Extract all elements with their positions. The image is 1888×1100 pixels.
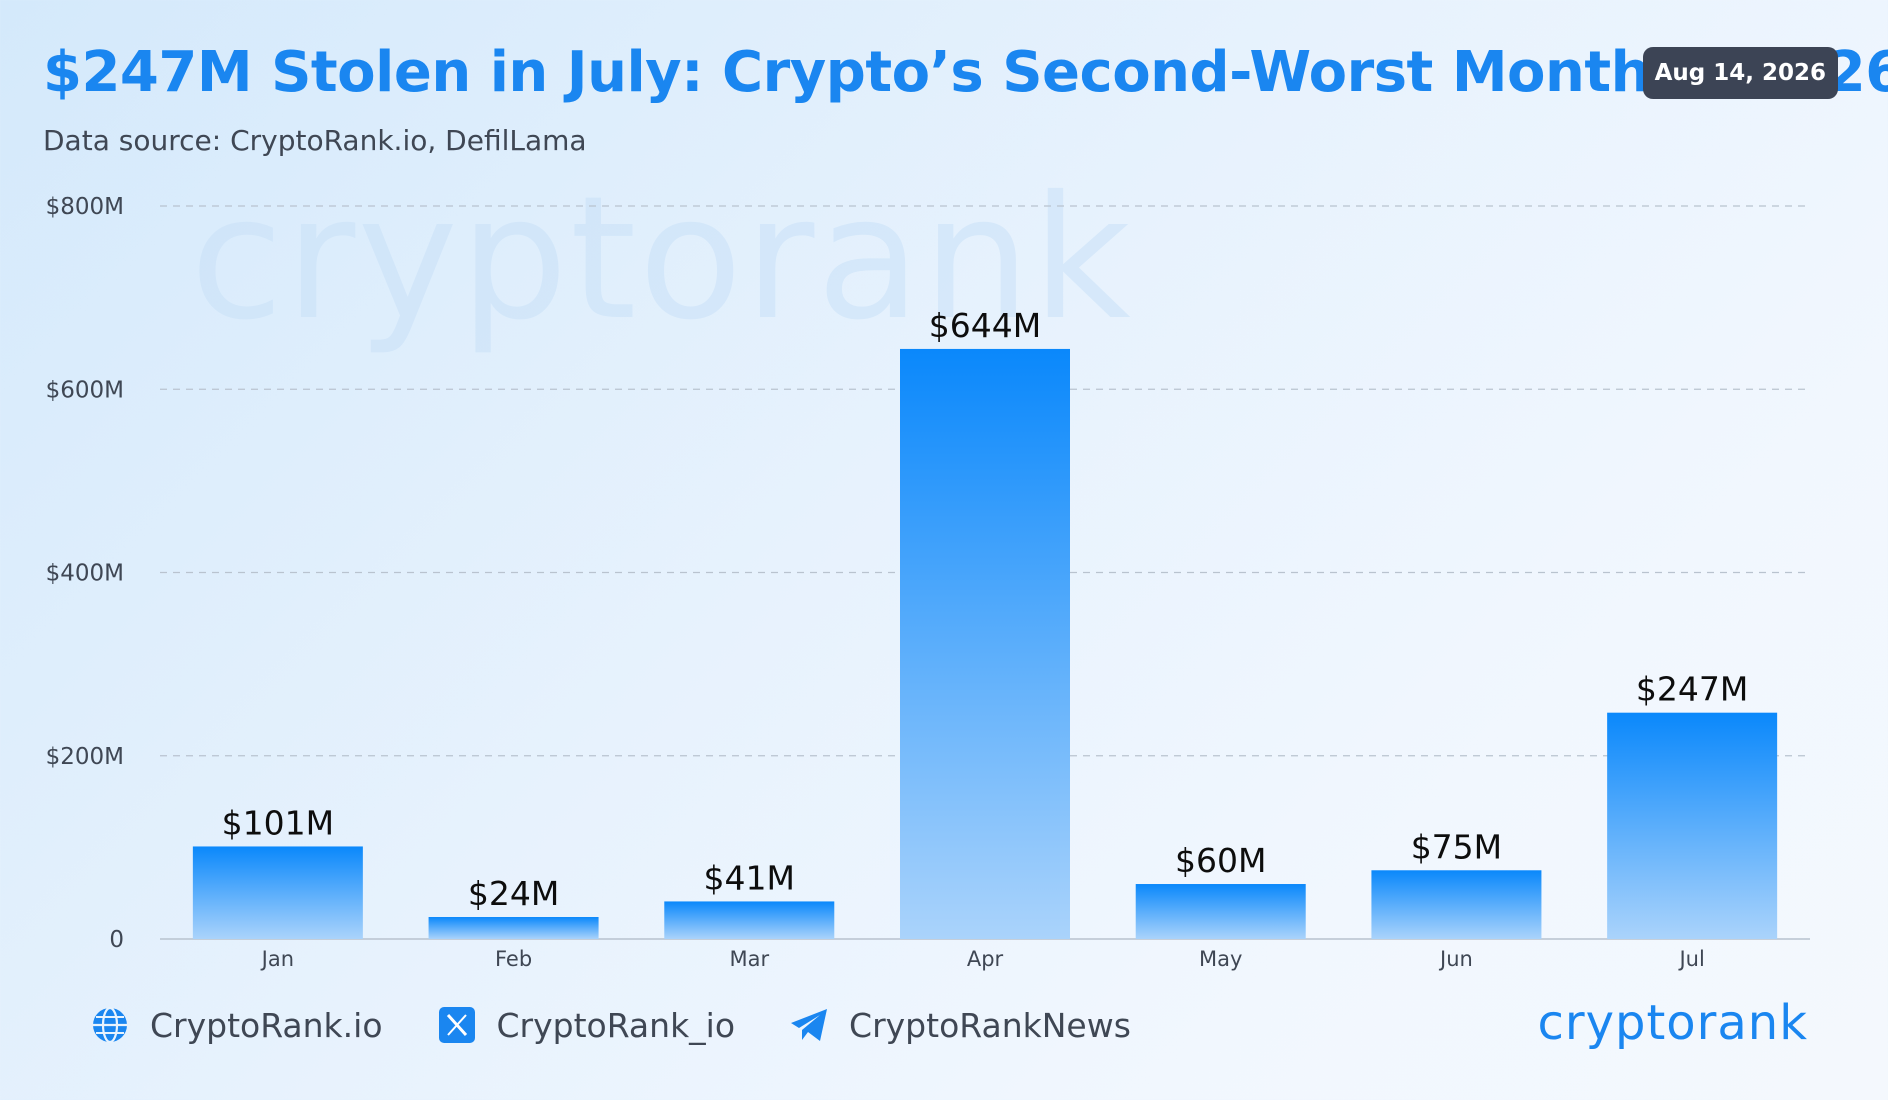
- bar-may: [1135, 884, 1306, 939]
- x-axis: Jan Feb Mar Apr May Jun Jul: [260, 947, 1705, 971]
- bar-apr: [900, 348, 1070, 939]
- x-tick-label: Jan: [260, 947, 294, 971]
- y-tick-label: $200M: [46, 744, 124, 770]
- x-logo-icon: [437, 1005, 477, 1045]
- footer-link-label: CryptoRankNews: [849, 1005, 1131, 1045]
- brand-logo: cryptorank: [1537, 995, 1808, 1051]
- footer-link-x[interactable]: CryptoRank_io: [437, 1005, 736, 1045]
- footer-link-label: CryptoRank_io: [496, 1005, 736, 1045]
- x-tick-label: Jul: [1677, 947, 1704, 971]
- footer-link-website[interactable]: CryptoRank.io: [90, 1005, 383, 1045]
- y-tick-label: $400M: [46, 561, 124, 587]
- bar-jan: [192, 846, 363, 939]
- data-label: $24M: [468, 874, 559, 913]
- data-labels: $101M $24M $41M $644M $60M $75M $247M: [222, 306, 1749, 913]
- date-badge: Aug 14, 2026: [1642, 47, 1838, 99]
- y-tick-label: $600M: [46, 377, 124, 403]
- data-label: $75M: [1411, 827, 1502, 866]
- x-tick-label: Feb: [495, 947, 532, 971]
- data-label: $60M: [1175, 841, 1266, 880]
- footer-links: CryptoRank.io CryptoRank_io CryptoRankNe…: [90, 1005, 1185, 1045]
- footer-link-telegram[interactable]: CryptoRankNews: [789, 1005, 1131, 1045]
- bar-jun: [1371, 870, 1542, 939]
- bar-mar: [664, 901, 835, 939]
- data-label: $101M: [222, 803, 334, 842]
- x-tick-label: May: [1199, 947, 1242, 971]
- x-tick-label: Jun: [1438, 947, 1473, 971]
- bar-chart: 0 $200M $400M $600M $800M $101M $24M $41M $644M…: [46, 194, 1810, 971]
- x-tick-label: Apr: [967, 947, 1004, 971]
- bars: [192, 348, 1778, 939]
- data-source-subtitle: Data source: CryptoRank.io, DefilLama: [43, 124, 587, 157]
- data-label: $41M: [704, 858, 795, 897]
- y-tick-label: 0: [109, 927, 124, 953]
- footer-link-label: CryptoRank.io: [150, 1005, 383, 1045]
- data-label: $644M: [929, 306, 1041, 345]
- bar-jul: [1607, 712, 1778, 939]
- y-tick-label: $800M: [46, 194, 124, 220]
- telegram-icon: [789, 1005, 829, 1045]
- y-axis: 0 $200M $400M $600M $800M: [46, 194, 124, 953]
- data-label: $247M: [1636, 670, 1748, 709]
- chart-title: $247M Stolen in July: Crypto’s Second-Wo…: [43, 40, 1888, 105]
- x-tick-label: Mar: [729, 947, 769, 971]
- bar-feb: [428, 917, 599, 939]
- globe-icon: [90, 1005, 130, 1045]
